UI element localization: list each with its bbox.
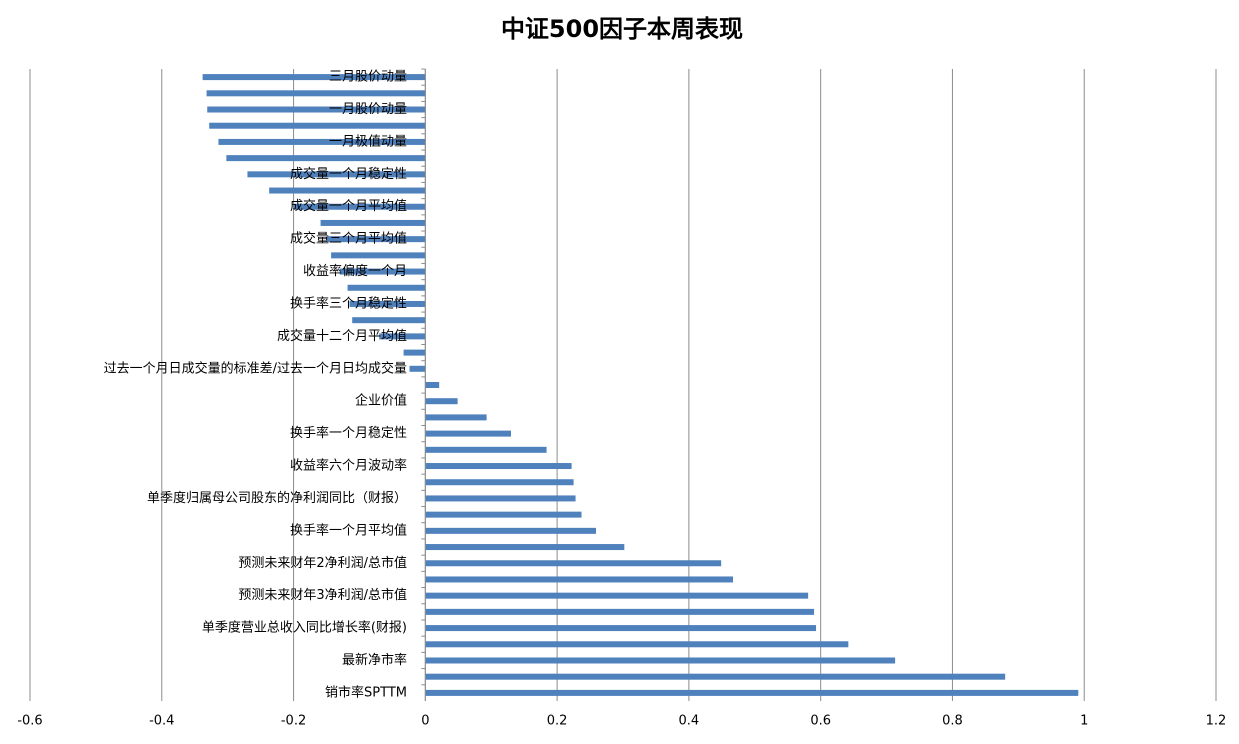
x-tick-label: -0.2 (281, 714, 306, 729)
bar (425, 495, 576, 502)
y-tick-label: 企业价值 (355, 393, 407, 409)
bar (425, 414, 487, 421)
y-tick-label: 成交量三个月平均值 (290, 231, 407, 247)
bar (326, 236, 426, 243)
bar (202, 74, 426, 81)
y-tick-label: 三月股价动量 (329, 70, 407, 85)
y-tick-label: 单季度归属母公司股东的净利润同比（财报） (147, 490, 407, 506)
bar (379, 333, 426, 340)
y-tick-label: 预测未来财年3净利润/总市值 (238, 587, 407, 603)
x-tick-label: 0.2 (547, 714, 568, 729)
y-tick-label: 成交量十二个月平均值 (277, 328, 407, 344)
bar (425, 576, 734, 583)
bar (209, 122, 426, 129)
y-tick-label: 换手率一个月稳定性 (290, 425, 407, 441)
x-tick-label: 0.6 (810, 714, 831, 729)
bar (218, 138, 426, 145)
bar (347, 284, 426, 291)
y-tick-label: 一月股价动量 (329, 102, 407, 117)
bar (425, 527, 596, 534)
bar (349, 300, 426, 307)
bar (293, 203, 426, 210)
bar (331, 252, 426, 259)
bar (425, 608, 815, 615)
bar (425, 689, 1079, 696)
bar (425, 446, 547, 453)
bar (339, 268, 426, 275)
bar (425, 641, 849, 648)
bar (425, 479, 574, 486)
bar (207, 106, 426, 113)
y-tick-label: 成交量一个月平均值 (290, 198, 407, 214)
x-tick-label: 0.4 (679, 714, 700, 729)
bar (425, 382, 440, 388)
bar (425, 657, 896, 664)
bar (425, 592, 809, 599)
bar (403, 349, 426, 356)
chart-title: 中证500因子本周表现 (501, 15, 743, 43)
y-tick-label: 销市率SPTTM (325, 684, 407, 700)
bar (269, 187, 426, 194)
bar (206, 90, 426, 97)
x-tick-label: -0.4 (149, 714, 174, 729)
bar (409, 365, 426, 372)
bar (352, 317, 426, 324)
bar (247, 171, 426, 178)
x-tick-label: -0.6 (17, 714, 42, 729)
y-tick-label: 预测未来财年2净利润/总市值 (238, 555, 407, 571)
bar (425, 463, 572, 470)
y-tick-label: 换手率一个月平均值 (290, 522, 407, 538)
x-tick-label: 0 (421, 714, 429, 729)
x-tick-label: 0.8 (942, 714, 963, 729)
y-tick-label: 一月极值动量 (329, 133, 407, 149)
bar (425, 673, 1006, 680)
x-tick-label: 1.2 (1206, 714, 1227, 729)
bar (320, 219, 426, 226)
y-tick-label: 收益率偏度一个月 (303, 263, 407, 279)
y-tick-label: 换手率三个月稳定性 (290, 295, 407, 311)
bar (425, 511, 582, 518)
y-tick-label: 收益率六个月波动率 (290, 458, 407, 474)
bar (226, 155, 426, 162)
bar (425, 430, 511, 437)
y-tick-label: 成交量一个月稳定性 (290, 166, 407, 182)
y-tick-label: 单季度营业总收入同比增长率(财报) (202, 620, 407, 636)
x-tick-label: 1 (1080, 714, 1088, 729)
bar (425, 560, 722, 567)
bar (425, 398, 458, 405)
y-tick-label: 最新净市率 (342, 652, 407, 668)
bar (425, 625, 817, 632)
bar (425, 544, 625, 551)
y-tick-label: 过去一个月日成交量的标准差/过去一个月日均成交量 (104, 360, 407, 376)
